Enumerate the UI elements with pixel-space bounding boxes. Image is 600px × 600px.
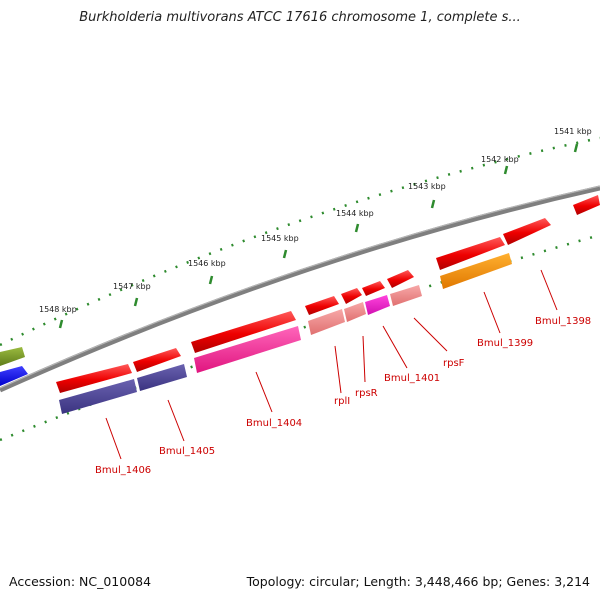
kbp-label-1545: 1545 kbp	[261, 234, 299, 243]
gene-arrow-olive[interactable]	[0, 347, 25, 366]
gene-label-bmul-1405[interactable]: Bmul_1405	[159, 446, 215, 457]
gene-labels: Bmul_1398 Bmul_1399 rpsF Bmul_1401 rpsR …	[95, 316, 591, 476]
gene-arrow[interactable]	[191, 311, 296, 353]
gene-label-bmul-1399[interactable]: Bmul_1399	[477, 338, 533, 349]
pink-block[interactable]	[194, 326, 301, 373]
gene-arrow-blue[interactable]	[0, 366, 28, 386]
gene-arrow[interactable]	[436, 237, 505, 270]
gene-label-bmul-1404[interactable]: Bmul_1404	[246, 418, 302, 429]
kbp-labels: 1541 kbp 1542 kbp 1543 kbp 1544 kbp 1545…	[39, 127, 592, 314]
genome-stats-text: Topology: circular; Length: 3,448,466 bp…	[246, 574, 590, 589]
salmon-block[interactable]	[344, 302, 366, 322]
gene-label-bmul-1406[interactable]: Bmul_1406	[95, 465, 151, 476]
salmon-block[interactable]	[308, 309, 345, 335]
gene-arrow[interactable]	[133, 348, 181, 372]
navy-block[interactable]	[137, 364, 187, 391]
kbp-label-1546: 1546 kbp	[188, 259, 226, 268]
kbp-label-1547: 1547 kbp	[113, 282, 151, 291]
label-leaders	[105, 269, 558, 460]
gene-arrow[interactable]	[387, 270, 414, 288]
gene-arrow[interactable]	[503, 218, 551, 245]
orange-block[interactable]	[440, 253, 512, 289]
scale-line-outer	[0, 136, 600, 347]
map-title: Burkholderia multivorans ATCC 17616 chro…	[79, 10, 521, 25]
gene-arrow[interactable]	[573, 195, 600, 215]
gene-arrow[interactable]	[362, 281, 385, 296]
kbp-label-1548: 1548 kbp	[39, 305, 77, 314]
kbp-label-1543: 1543 kbp	[408, 182, 446, 191]
navy-block[interactable]	[59, 379, 137, 414]
gene-arrow[interactable]	[56, 364, 132, 393]
kbp-ticks	[58, 143, 579, 329]
gene-label-bmul-1401[interactable]: Bmul_1401	[384, 373, 440, 384]
kbp-label-1542: 1542 kbp	[481, 155, 519, 164]
chromosome-backbone	[0, 185, 600, 393]
gene-label-rpsf[interactable]: rpsF	[443, 358, 465, 369]
gene-label-rpli[interactable]: rplI	[334, 396, 350, 407]
gene-label-rpsr[interactable]: rpsR	[355, 388, 378, 399]
forward-strand-genes	[0, 195, 600, 393]
accession-text: Accession: NC_010084	[9, 574, 152, 589]
gene-arrow[interactable]	[305, 296, 339, 315]
magenta-block[interactable]	[365, 295, 390, 315]
salmon-block[interactable]	[390, 285, 422, 306]
kbp-label-1544: 1544 kbp	[336, 209, 374, 218]
feature-blocks	[59, 253, 512, 414]
gene-label-bmul-1398[interactable]: Bmul_1398	[535, 316, 591, 327]
gene-arrow[interactable]	[341, 288, 362, 304]
kbp-label-1541: 1541 kbp	[554, 127, 592, 136]
